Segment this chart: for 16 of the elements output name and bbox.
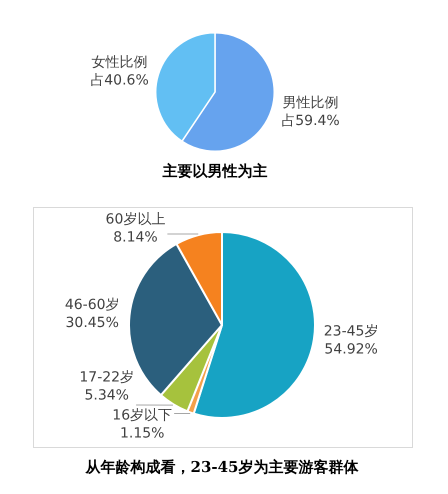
slice-label: 23-45岁 <box>324 324 378 340</box>
data-label: 占59.4% <box>281 112 340 129</box>
data-label: 1.15% <box>120 426 164 442</box>
slice-label: 男性比例 <box>282 94 338 111</box>
data-label: 8.14% <box>113 230 158 246</box>
slice-label: 女性比例 <box>92 54 148 70</box>
data-label: 30.45% <box>66 315 119 332</box>
text: 主要以男性为主 <box>162 162 268 180</box>
text: 从年龄构成看，23-45岁为主要游客群体 <box>84 458 360 476</box>
slice-label: 60岁以上 <box>106 212 166 228</box>
slice-label: 46-60岁 <box>64 297 120 314</box>
data-label: 占40.6% <box>90 72 149 88</box>
data-label: 54.92% <box>324 342 378 358</box>
slice-label: 17-22岁 <box>79 370 134 386</box>
slice-label: 16岁以下 <box>112 408 172 424</box>
data-label: 5.34% <box>84 388 129 404</box>
